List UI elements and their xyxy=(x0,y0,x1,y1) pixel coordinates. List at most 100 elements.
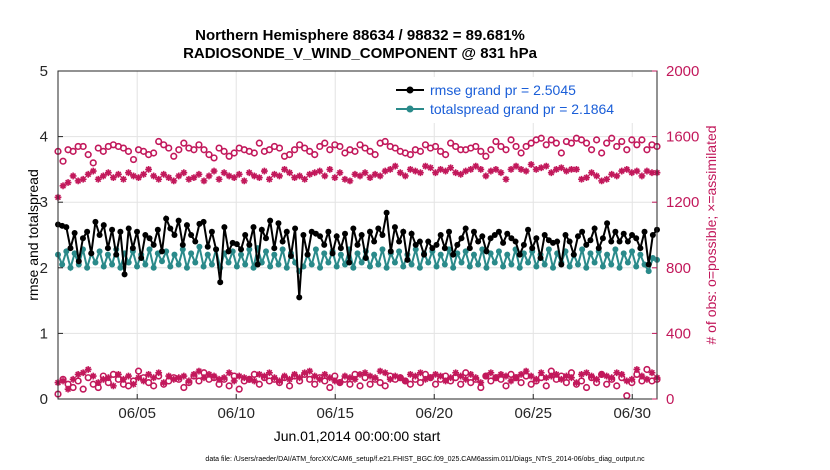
obs-possible-point xyxy=(552,139,560,147)
obs-assimilated-point xyxy=(140,170,147,178)
x-tick-label: 06/20 xyxy=(415,405,453,422)
obs-assimilated-point xyxy=(311,372,319,380)
obs-possible-point xyxy=(618,137,626,146)
obs-possible-point xyxy=(230,149,238,157)
rmse-point xyxy=(416,238,423,245)
rmse-point xyxy=(129,245,136,252)
obs-possible-point xyxy=(79,142,87,151)
obs-assimilated-point xyxy=(603,372,611,380)
obs-assimilated-point xyxy=(366,174,374,181)
obs-assimilated-point xyxy=(175,374,183,382)
obs-assimilated-point xyxy=(557,375,565,383)
rmse-point xyxy=(138,254,145,261)
obs-possible-point xyxy=(290,146,299,154)
totalspread-point xyxy=(412,246,419,253)
obs-assimilated-point xyxy=(462,375,470,383)
rmse-point xyxy=(608,238,615,245)
obs-possible-point xyxy=(416,379,425,387)
obs-assimilated-point xyxy=(467,166,475,173)
totalspread-point xyxy=(196,243,203,250)
totalspread-point xyxy=(500,263,507,270)
rmse-point xyxy=(429,245,436,252)
totalspread-point xyxy=(375,261,382,268)
obs-assimilated-point xyxy=(537,369,545,377)
obs-assimilated-point xyxy=(517,166,525,173)
obs-possible-point xyxy=(205,151,213,159)
obs-assimilated-point xyxy=(361,169,369,177)
totalspread-point xyxy=(616,264,623,271)
rmse-point xyxy=(645,261,652,268)
rmse-point xyxy=(175,217,182,224)
obs-assimilated-point xyxy=(467,371,475,378)
obs-possible-point xyxy=(341,149,349,157)
obs-assimilated-point xyxy=(573,166,580,173)
obs-possible-point xyxy=(487,377,495,385)
obs-assimilated-point xyxy=(145,371,153,378)
obs-assimilated-point xyxy=(220,374,228,382)
rmse-point xyxy=(96,232,103,238)
obs-assimilated-point xyxy=(74,177,82,185)
obs-assimilated-point xyxy=(583,369,590,377)
totalspread-point xyxy=(400,263,407,270)
rmse-point xyxy=(79,235,86,242)
obs-assimilated-point xyxy=(150,374,158,382)
obs-assimilated-point xyxy=(422,375,429,383)
obs-possible-point xyxy=(542,141,550,149)
obs-assimilated-point xyxy=(391,372,399,380)
rmse-point xyxy=(587,237,594,244)
obs-possible-point xyxy=(195,377,203,385)
rmse-point xyxy=(375,225,382,232)
obs-possible-point xyxy=(225,382,233,390)
obs-assimilated-point xyxy=(457,170,465,178)
x-tick-label: 06/30 xyxy=(613,405,651,422)
obs-possible-point xyxy=(119,144,128,152)
rmse-point xyxy=(225,248,232,255)
obs-assimilated-point xyxy=(437,166,444,173)
y-axis-label: rmse and totalspread xyxy=(25,169,41,301)
obs-assimilated-point xyxy=(266,369,273,377)
obs-assimilated-point xyxy=(301,175,309,183)
obs-possible-point xyxy=(160,141,168,149)
obs-possible-point xyxy=(306,147,314,155)
obs-assimilated-point xyxy=(190,371,198,378)
totalspread-point xyxy=(238,251,245,258)
totalspread-point xyxy=(84,264,91,271)
totalspread-point xyxy=(142,261,149,268)
totalspread-point xyxy=(267,263,274,270)
obs-possible-point xyxy=(150,382,158,390)
totalspread-point xyxy=(188,250,195,257)
obs-assimilated-point xyxy=(165,174,173,181)
obs-assimilated-point xyxy=(160,379,168,386)
rmse-point xyxy=(633,235,640,242)
totalspread-point xyxy=(475,261,482,268)
obs-possible-point xyxy=(69,147,77,155)
obs-assimilated-point xyxy=(200,177,208,185)
obs-possible-point xyxy=(99,147,107,155)
rmse-point xyxy=(346,259,353,266)
obs-assimilated-point xyxy=(130,172,137,180)
obs-possible-point xyxy=(155,137,163,146)
obs-assimilated-point xyxy=(326,374,334,382)
totalspread-point xyxy=(371,251,378,258)
x-axis-label: Jun.01,2014 00:00:00 start xyxy=(274,428,441,444)
obs-assimilated-point xyxy=(59,182,67,190)
totalspread-point xyxy=(508,261,515,268)
obs-assimilated-point xyxy=(376,172,384,180)
rmse-point xyxy=(317,233,324,240)
totalspread-point xyxy=(433,263,440,270)
rmse-point xyxy=(475,238,482,245)
obs-assimilated-point xyxy=(109,174,117,181)
obs-assimilated-point xyxy=(447,374,455,382)
totalspread-point xyxy=(104,251,111,258)
rmse-point xyxy=(242,232,249,238)
rmse-spread-marks xyxy=(55,209,660,301)
obs-possible-point xyxy=(613,142,621,151)
obs-assimilated-point xyxy=(401,377,409,385)
rmse-point xyxy=(63,224,70,231)
obs-assimilated-point xyxy=(180,372,188,380)
obs-possible-point xyxy=(326,146,334,154)
plot-frame xyxy=(57,70,658,400)
totalspread-point xyxy=(242,261,249,268)
obs-assimilated-point xyxy=(482,372,490,380)
rmse-point xyxy=(329,250,336,257)
